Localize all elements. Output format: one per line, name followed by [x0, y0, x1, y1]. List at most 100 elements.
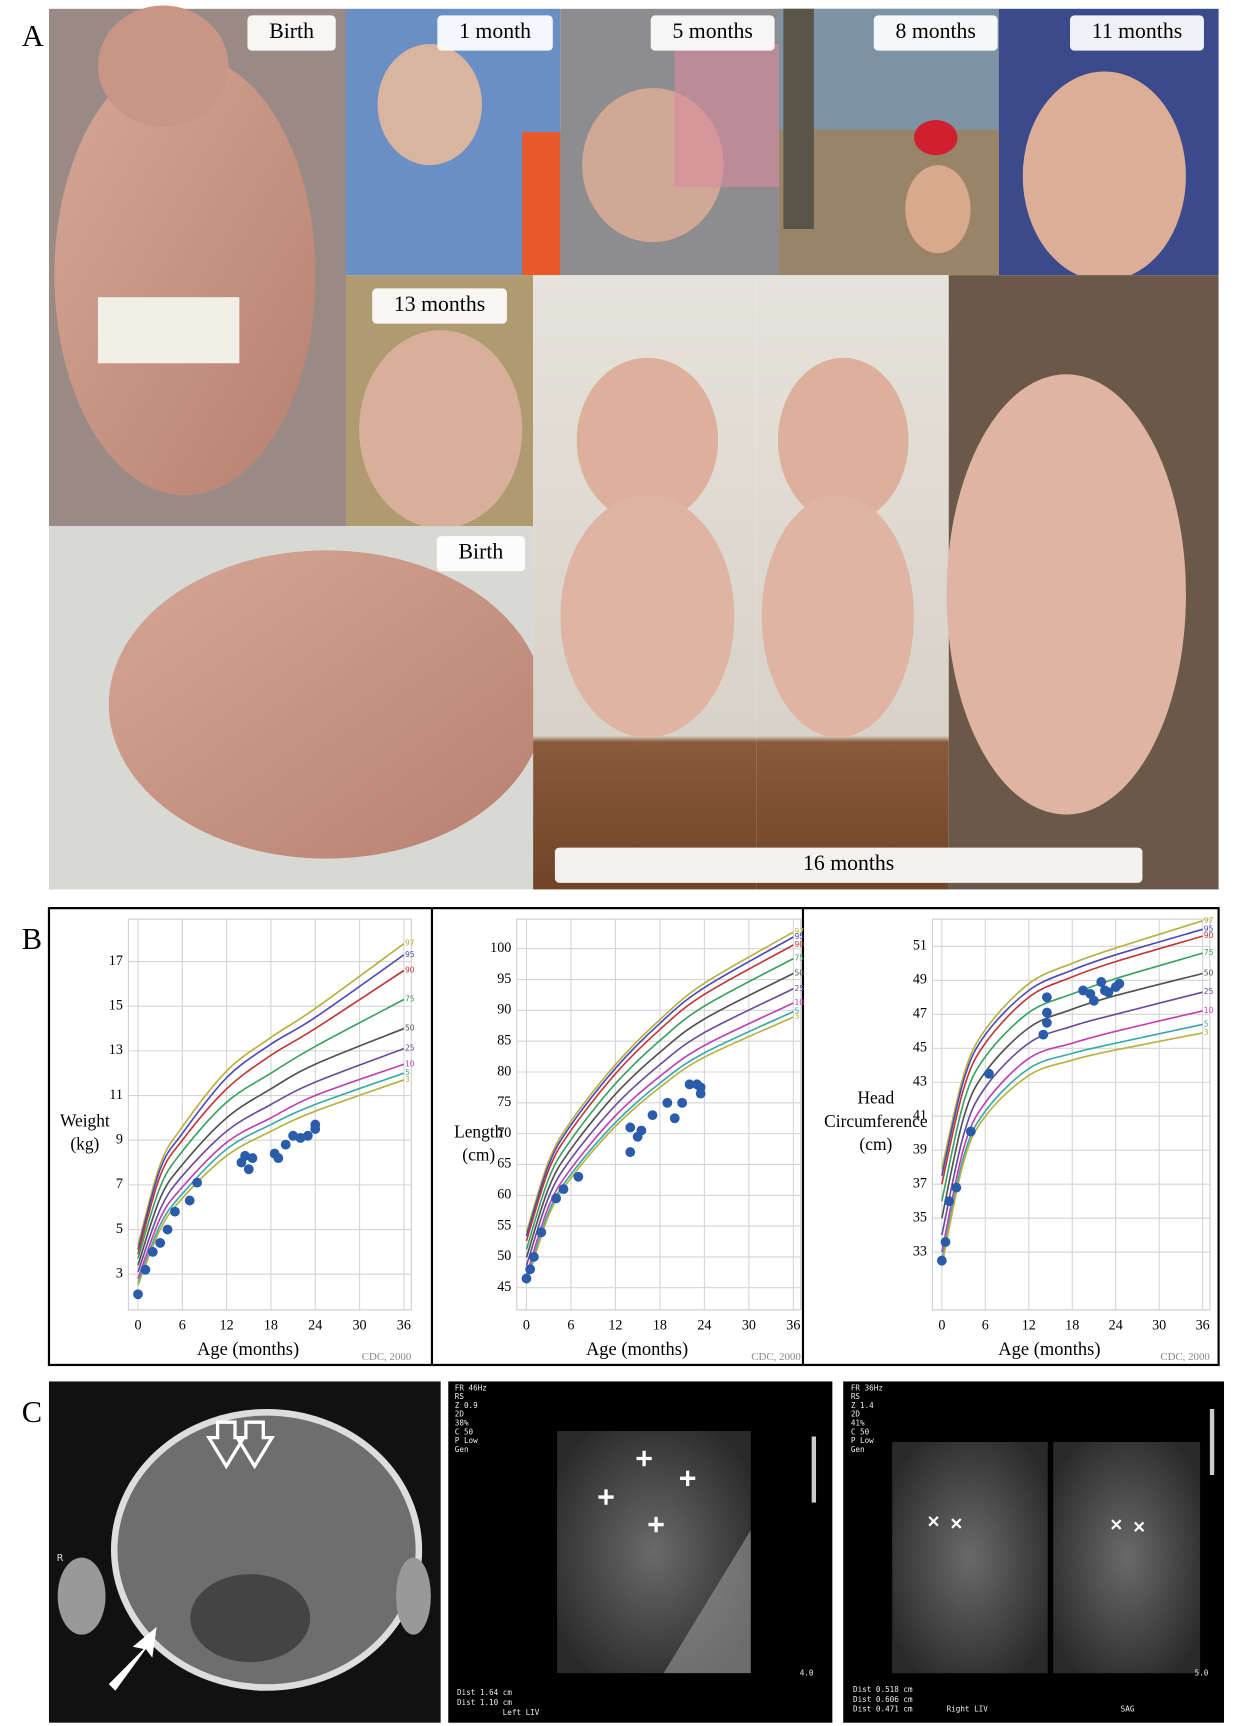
x-tick-label: 30	[1152, 1318, 1166, 1334]
measurement-point	[248, 1153, 258, 1163]
photo-label: 1 month	[459, 19, 531, 43]
us-header: RS	[455, 1392, 465, 1401]
us-header: Z 1.4	[851, 1401, 874, 1410]
x-tick-label: 24	[308, 1318, 322, 1334]
percentile-label: 90	[1204, 931, 1214, 940]
us-view: Left LIV	[503, 1708, 540, 1717]
us-depth: 5.0	[1195, 1668, 1209, 1677]
us-footer: Dist 0.471 cm	[853, 1705, 913, 1714]
mri-label: R	[57, 1553, 64, 1564]
us-header: 38%	[455, 1418, 469, 1427]
source-note: CDC, 2000	[1160, 1351, 1210, 1363]
y-tick-label: 100	[490, 940, 511, 956]
x-tick-label: 24	[697, 1318, 711, 1334]
x-tick-label: 36	[397, 1318, 411, 1334]
photo-label-group: Birth	[247, 15, 335, 50]
measurement-point	[573, 1172, 583, 1182]
photo-subject	[1023, 72, 1186, 281]
y-tick-label: 3	[116, 1265, 123, 1281]
us-view: Right LIV	[947, 1705, 989, 1714]
percentile-label: 3	[1204, 1028, 1209, 1037]
percentile-label: 50	[1204, 968, 1214, 977]
photo-subject	[905, 165, 970, 253]
y-tick-label: 47	[913, 1005, 927, 1021]
measurement-point	[192, 1178, 202, 1188]
measurement-point	[525, 1264, 535, 1274]
y-tick-label: 55	[497, 1217, 511, 1233]
photo-subject	[947, 374, 1186, 814]
measurement-point	[536, 1227, 546, 1237]
y-tick-label: 60	[497, 1186, 511, 1202]
x-tick-label: 0	[134, 1318, 141, 1334]
x-tick-label: 18	[653, 1318, 667, 1334]
y-tick-label: 39	[913, 1141, 927, 1157]
percentile-label: 50	[794, 968, 804, 977]
photo-detail	[783, 9, 813, 229]
measurement-point	[696, 1082, 706, 1092]
photo-label: 13 months	[394, 292, 485, 316]
measurement-point	[303, 1131, 313, 1141]
percentile-label: 95	[405, 950, 415, 959]
x-tick-label: 30	[742, 1318, 756, 1334]
y-axis-label: (cm)	[859, 1134, 892, 1154]
photo-subject	[109, 550, 544, 858]
us-footer: Dist 1.10 cm	[457, 1698, 512, 1707]
x-tick-label: 36	[1196, 1318, 1210, 1334]
us-header: Gen	[851, 1445, 865, 1454]
panel-label: C	[22, 1395, 42, 1429]
plot-area	[128, 919, 411, 1310]
mri-arm	[58, 1558, 106, 1635]
measurement-point	[677, 1098, 687, 1108]
y-tick-label: 90	[497, 1002, 511, 1018]
measurement-point	[529, 1252, 539, 1262]
y-axis-label: (cm)	[462, 1144, 495, 1164]
y-axis-label: Head	[858, 1088, 895, 1108]
measurement-point	[1042, 992, 1052, 1002]
percentile-label: 25	[794, 984, 804, 993]
photo-subject	[762, 495, 914, 737]
x-tick-label: 6	[567, 1318, 574, 1334]
x-tick-label: 24	[1109, 1318, 1123, 1334]
measurement-point	[662, 1098, 672, 1108]
us-header: FR 36Hz	[851, 1383, 883, 1392]
measurement-point	[1089, 996, 1099, 1006]
photo-label-group: 11 months	[1070, 15, 1204, 50]
us-header: C 50	[851, 1427, 870, 1436]
source-note: CDC, 2000	[751, 1351, 801, 1363]
us-fan	[892, 1442, 1048, 1673]
us-scale	[812, 1436, 816, 1502]
percentile-label: 75	[1204, 948, 1214, 957]
measurement-point	[559, 1184, 569, 1194]
measurement-point	[551, 1193, 561, 1203]
photo-label: 11 months	[1092, 19, 1182, 43]
y-tick-label: 9	[116, 1131, 123, 1147]
us-depth: 4.0	[800, 1668, 814, 1677]
percentile-label: 10	[405, 1059, 415, 1068]
mri-detail	[190, 1574, 310, 1662]
measurement-point	[636, 1126, 646, 1136]
photo-subject	[378, 44, 482, 165]
y-tick-label: 33	[913, 1243, 927, 1259]
photo-label: 5 months	[672, 19, 752, 43]
us-footer: Dist 0.518 cm	[853, 1685, 913, 1694]
us-header: P Low	[851, 1436, 874, 1445]
percentile-label: 90	[405, 965, 415, 974]
us-header: Z 0.9	[455, 1401, 478, 1410]
photo-label-group: 8 months	[874, 15, 998, 50]
y-tick-label: 51	[913, 938, 927, 954]
mri-arm	[396, 1558, 431, 1635]
measurement-point	[625, 1123, 635, 1133]
measurement-point	[648, 1110, 658, 1120]
photo-label: 8 months	[896, 19, 976, 43]
measurement-point	[1042, 1008, 1052, 1018]
y-tick-label: 15	[109, 997, 123, 1013]
measurement-point	[1042, 1018, 1052, 1028]
photo-subject	[560, 495, 734, 737]
page: Figure {"panel_labels": ["A", "B", "C"],…	[0, 0, 1236, 1726]
measurement-point	[310, 1120, 320, 1130]
photo-label-group: Birth	[437, 536, 525, 571]
x-tick-label: 0	[523, 1318, 530, 1334]
us-view: SAG	[1121, 1705, 1135, 1714]
measurement-point	[1114, 979, 1124, 989]
y-tick-label: 7	[116, 1176, 123, 1192]
